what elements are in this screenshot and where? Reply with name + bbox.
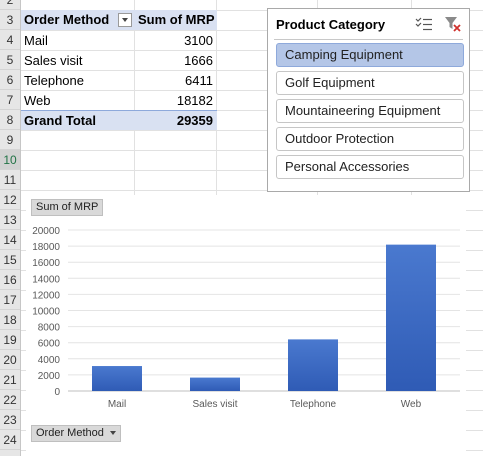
slicer-title: Product Category bbox=[276, 17, 386, 32]
values-field-button[interactable]: Sum of MRP bbox=[31, 199, 104, 216]
slicer-item-outdoor-protection[interactable]: Outdoor Protection bbox=[276, 127, 464, 151]
y-tick-label: 0 bbox=[54, 387, 60, 398]
row-number[interactable]: 14 bbox=[0, 230, 20, 250]
grid-line bbox=[21, 10, 483, 11]
axis-field-button[interactable]: Order Method bbox=[31, 425, 121, 442]
row-number[interactable]: 5 bbox=[0, 50, 20, 70]
bar[interactable] bbox=[386, 244, 436, 391]
pivot-row-label[interactable]: Telephone bbox=[24, 73, 84, 88]
slicer-separator bbox=[274, 39, 463, 40]
y-tick-label: 2000 bbox=[38, 371, 61, 382]
x-tick-label: Web bbox=[401, 399, 422, 410]
y-tick-label: 6000 bbox=[38, 339, 61, 350]
x-tick-label: Mail bbox=[108, 399, 126, 410]
x-tick-label: Telephone bbox=[290, 399, 337, 410]
row-number[interactable]: 21 bbox=[0, 370, 20, 390]
x-tick-label: Sales visit bbox=[192, 399, 237, 410]
y-tick-label: 14000 bbox=[32, 274, 60, 285]
pivot-grand-total-label[interactable]: Grand Total bbox=[21, 110, 135, 130]
row-number[interactable]: 19 bbox=[0, 330, 20, 350]
grid-line bbox=[21, 110, 483, 111]
grid-line bbox=[21, 30, 483, 31]
slicer-item-golf-equipment[interactable]: Golf Equipment bbox=[276, 71, 464, 95]
pivot-chart[interactable]: Sum of MRP 0 2000 4000 6000 8000 10000 12000 14… bbox=[26, 195, 466, 451]
pivot-header-order-method[interactable]: Order Method bbox=[21, 10, 135, 30]
row-number[interactable]: 7 bbox=[0, 90, 20, 110]
axis-field-label: Order Method bbox=[36, 427, 104, 439]
row-number[interactable]: 18 bbox=[0, 310, 20, 330]
grid-line bbox=[21, 90, 483, 91]
multi-select-icon[interactable] bbox=[415, 16, 433, 32]
y-tick-label: 8000 bbox=[38, 323, 61, 334]
chevron-down-icon bbox=[109, 431, 116, 436]
pivot-row-label[interactable]: Sales visit bbox=[24, 53, 83, 68]
row-number[interactable]: 4 bbox=[0, 30, 20, 50]
row-number[interactable]: 20 bbox=[0, 350, 20, 370]
bar[interactable] bbox=[92, 366, 142, 391]
y-tick-label: 4000 bbox=[38, 355, 61, 366]
row-number[interactable]: 3 bbox=[0, 10, 20, 30]
pivot-header-sum-of-mrp[interactable]: Sum of MRP bbox=[135, 10, 217, 30]
pivot-row-value[interactable]: 1666 bbox=[184, 53, 213, 68]
pivot-grand-total-value[interactable]: 29359 bbox=[135, 110, 217, 130]
pivot-row-value[interactable]: 6411 bbox=[185, 73, 213, 88]
slicer-item-mountaineering-equipment[interactable]: Mountaineering Equipment bbox=[276, 99, 464, 123]
row-number[interactable]: 23 bbox=[0, 410, 20, 430]
row-number[interactable]: 15 bbox=[0, 250, 20, 270]
row-number[interactable]: 11 bbox=[0, 170, 20, 190]
grid-line bbox=[21, 190, 483, 191]
pivot-row-label[interactable]: Web bbox=[24, 93, 51, 108]
grid-line bbox=[21, 130, 483, 131]
row-number[interactable]: 24 bbox=[0, 430, 20, 450]
y-tick-label: 18000 bbox=[32, 242, 60, 253]
row-number[interactable]: 10 bbox=[0, 150, 20, 170]
grid-line bbox=[21, 170, 483, 171]
pivot-row-label[interactable]: Mail bbox=[24, 33, 48, 48]
row-number[interactable]: 13 bbox=[0, 210, 20, 230]
row-number[interactable]: 8 bbox=[0, 110, 20, 130]
y-tick-label: 16000 bbox=[32, 258, 60, 269]
filter-dropdown-icon[interactable] bbox=[118, 13, 132, 27]
chart-plot-area: 0 2000 4000 6000 8000 10000 12000 14000 16000 180… bbox=[32, 226, 460, 410]
clear-filter-icon[interactable] bbox=[444, 16, 462, 32]
row-number[interactable]: 6 bbox=[0, 70, 20, 90]
product-category-slicer[interactable]: Product Category Camping Equipment Golf … bbox=[267, 8, 470, 192]
row-number[interactable]: 12 bbox=[0, 190, 20, 210]
bar[interactable] bbox=[288, 339, 338, 391]
slicer-item-personal-accessories[interactable]: Personal Accessories bbox=[276, 155, 464, 179]
row-number[interactable]: 2 bbox=[0, 0, 20, 10]
pivot-row-value[interactable]: 18182 bbox=[176, 93, 213, 108]
grid-line bbox=[21, 50, 483, 51]
pivot-row-value[interactable]: 3100 bbox=[184, 33, 213, 48]
grid-line bbox=[21, 70, 483, 71]
grid-line bbox=[21, 150, 483, 151]
y-tick-label: 12000 bbox=[32, 290, 60, 301]
row-number[interactable]: 22 bbox=[0, 390, 20, 410]
row-number[interactable]: 17 bbox=[0, 290, 20, 310]
row-number[interactable]: 9 bbox=[0, 130, 20, 150]
bar[interactable] bbox=[190, 377, 240, 391]
y-tick-label: 10000 bbox=[32, 307, 60, 318]
row-header-column bbox=[0, 0, 21, 456]
y-tick-label: 20000 bbox=[32, 226, 60, 237]
slicer-item-camping-equipment[interactable]: Camping Equipment bbox=[276, 43, 464, 67]
row-number[interactable]: 16 bbox=[0, 270, 20, 290]
